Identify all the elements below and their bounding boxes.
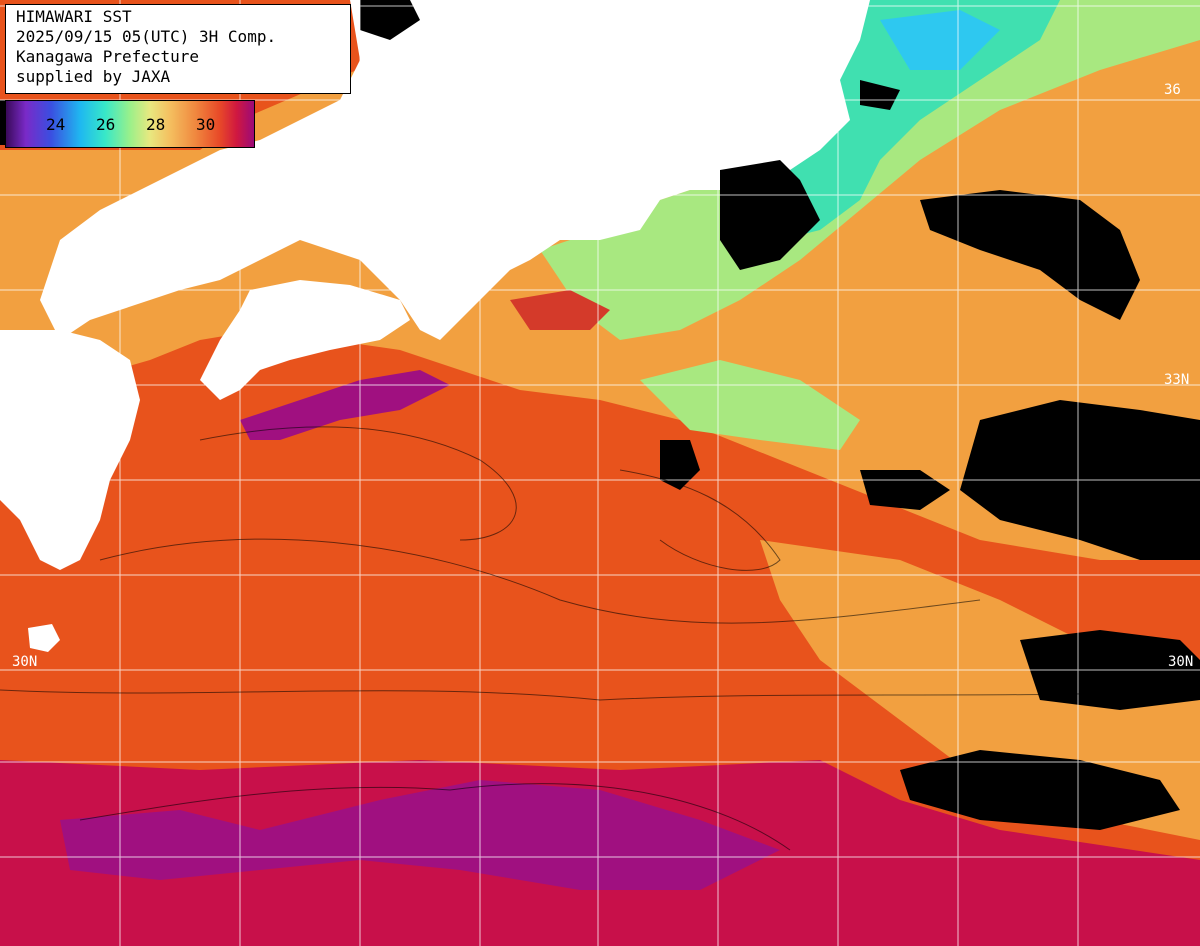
cloud-mid [660,440,700,490]
title-line-1: HIMAWARI SST [16,7,132,26]
cloud-ne-top [860,80,900,110]
cold-water-core [880,10,1000,70]
lat-label-33n: 33N [1164,372,1190,388]
colorbar-tick-30: 30 [196,115,216,134]
cloud-north [360,0,420,40]
cloud-ne [720,160,820,270]
hot-water-north [240,370,450,440]
cloud-east-5 [900,750,1180,830]
warm-eddy [510,290,610,330]
colorbar-tick-26: 26 [96,115,116,134]
land-honshu [40,0,870,340]
title-line-4: supplied by JAXA [16,67,171,86]
lat-label-36: 36 [1164,82,1181,98]
colorbar-tick-24: 24 [46,115,66,134]
cloud-east-1 [920,190,1140,320]
title-box: HIMAWARI SST 2025/09/15 05(UTC) 3H Comp.… [5,4,351,94]
cool-water-patch [640,360,860,450]
isotherms [0,426,1200,851]
color-scale-bar: 24 26 28 30 [5,100,255,148]
cold-water-ne [760,0,1060,240]
land-izu [470,148,500,192]
land-shikoku [200,280,410,400]
land-island-south [28,624,60,652]
colorbar-tick-28: 28 [146,115,166,134]
title-line-2: 2025/09/15 05(UTC) 3H Comp. [16,27,277,46]
land-kyushu [0,330,140,570]
lat-label-30n-right: 30N [1168,654,1194,670]
lat-label-30n-left: 30N [12,654,38,670]
title-line-3: Kanagawa Prefecture [16,47,200,66]
